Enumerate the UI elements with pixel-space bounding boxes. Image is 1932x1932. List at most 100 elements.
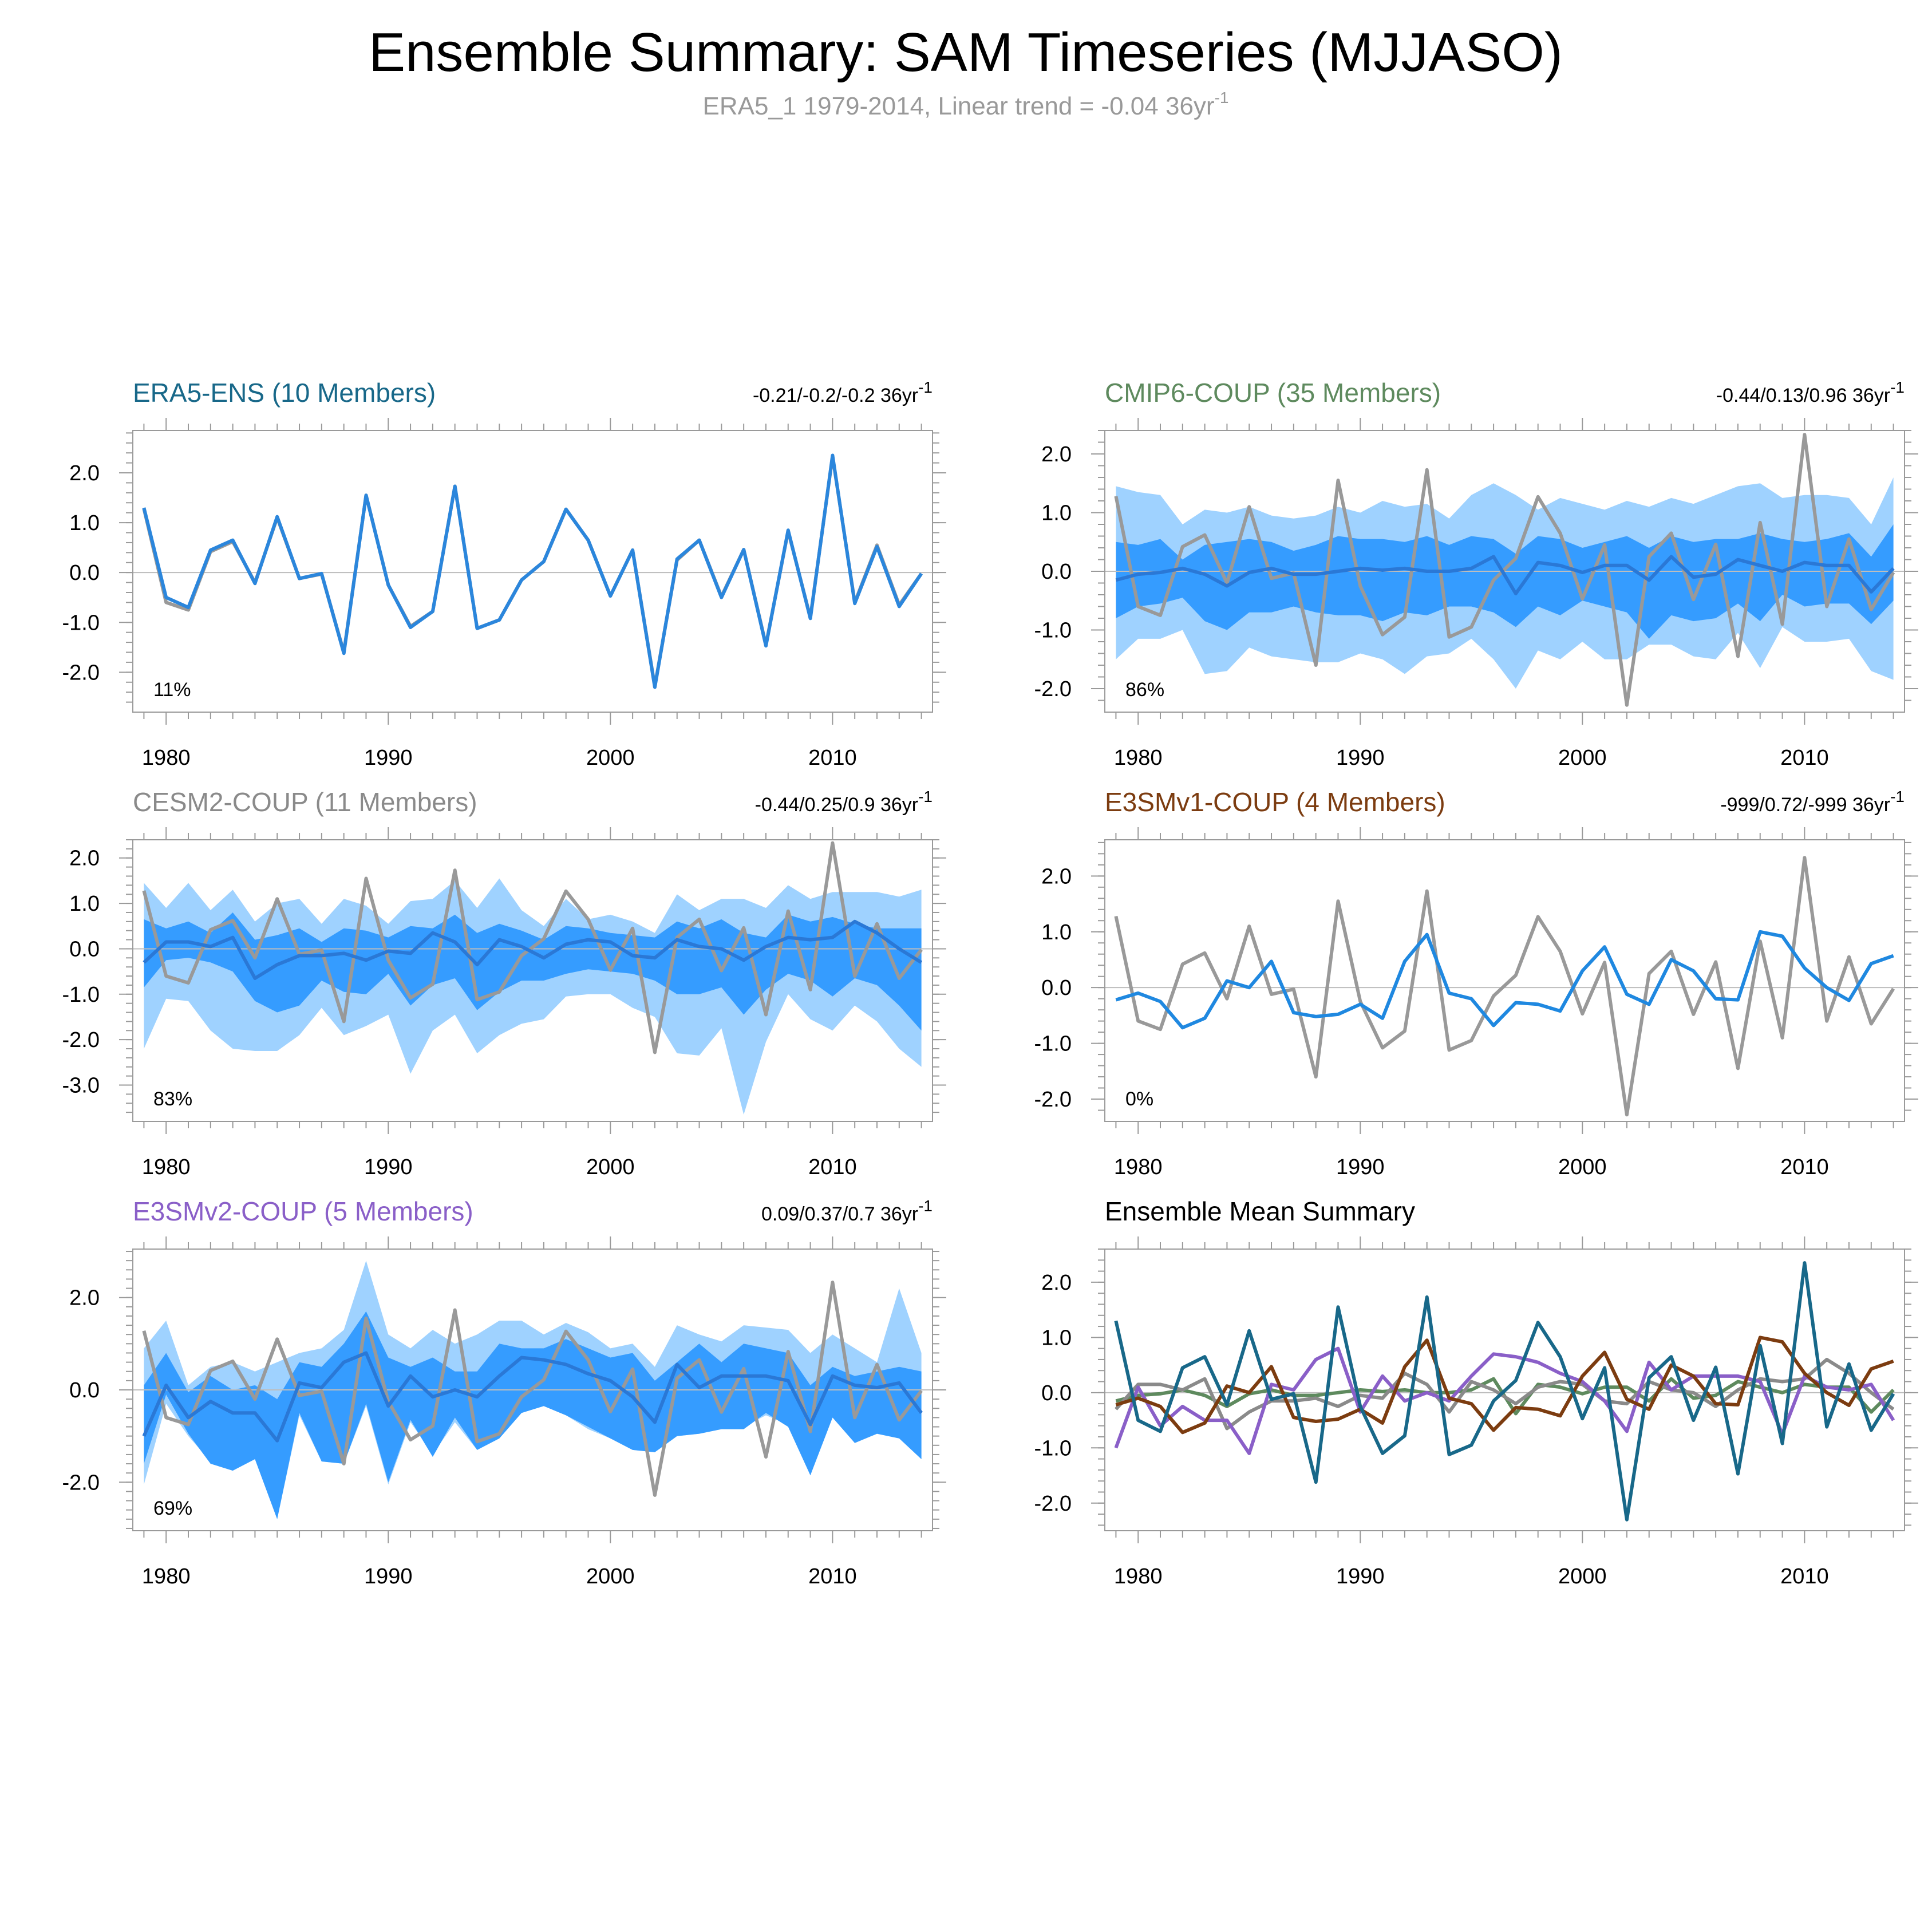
trend-sup: -1: [918, 378, 933, 396]
x-tick-label: 1990: [1336, 1155, 1385, 1179]
y-tick-label: 1.0: [1041, 920, 1072, 945]
percent-label: 0%: [1125, 1088, 1153, 1110]
band-inner: [144, 912, 922, 1031]
panel-trend: -0.44/0.25/0.9 36yr-1: [755, 788, 933, 816]
series-line-e3smv1-coup: [1115, 1336, 1894, 1435]
figure-title: Ensemble Summary: SAM Timeseries (MJJASO…: [369, 22, 1563, 83]
percent-label: 86%: [1125, 679, 1164, 701]
panel-e3smv2: 1980 1990 2000 2010 2.0 0.0 -2.0 E3SMv2-COUP (5…: [62, 1196, 946, 1589]
panel-title: CMIP6-COUP (35 Members): [1105, 378, 1441, 408]
plot-area-e3smv1: [1105, 856, 1905, 1117]
series-line-e3smv2-coup: [1114, 1346, 1895, 1455]
y-tick-label: 1.0: [69, 892, 100, 916]
y-tick-label: -1.0: [62, 983, 100, 1007]
plot-area-cmip6: [1105, 433, 1905, 707]
y-tick-label: 2.0: [1041, 864, 1072, 888]
x-tick-label: 1990: [1336, 1564, 1385, 1589]
plot-area-e3smv2: [133, 1261, 933, 1519]
y-tick-label: 0.0: [69, 561, 100, 585]
x-tick-label: 2010: [808, 1564, 857, 1589]
series-line-era5-ens: [1114, 1261, 1895, 1522]
obs-line: [142, 1281, 923, 1497]
plot-frame: [1104, 1249, 1905, 1531]
ensemble-mean-line: [1115, 930, 1894, 1030]
x-tick-label: 2000: [1558, 1155, 1607, 1179]
y-tick-label: -2.0: [1034, 1088, 1072, 1112]
band-inner: [144, 1311, 922, 1519]
ensemble-mean-line: [142, 1351, 923, 1443]
y-tick-label: 1.0: [1041, 501, 1072, 526]
panel-title: Ensemble Mean Summary: [1105, 1196, 1415, 1226]
y-tick-label: -1.0: [1034, 1436, 1072, 1460]
y-tick-label: 0.0: [69, 1378, 100, 1402]
panel-e3smv1: 1980 1990 2000 2010 2.0 1.0 0.0 -1.0 -2.0 E3SMv1-…: [1034, 787, 1918, 1179]
panel-era5: 1980 1990 2000 2010 2.0 1.0 0.0 -1.0 -2.0 ERA5-EN…: [62, 378, 946, 770]
panel-trend: -0.44/0.13/0.96 36yr-1: [1716, 378, 1905, 406]
y-tick-label: 2.0: [69, 847, 100, 871]
y-tick-label: 1.0: [1041, 1326, 1072, 1350]
plot-frame: [132, 839, 933, 1122]
y-tick-label: 0.0: [1041, 560, 1072, 584]
y-tick-label: -1.0: [1034, 1032, 1072, 1056]
x-tick-label: 2000: [586, 746, 635, 770]
trend-text: -999/0.72/-999 36yr: [1720, 794, 1890, 816]
x-tick-label: 2010: [808, 746, 857, 770]
y-tick-label: 2.0: [1041, 1271, 1072, 1295]
panel-trend: -999/0.72/-999 36yr-1: [1720, 788, 1905, 816]
x-tick-label: 1980: [1114, 1155, 1163, 1179]
percent-label: 83%: [153, 1088, 192, 1110]
trend-sup: -1: [918, 1197, 933, 1215]
x-tick-label: 2000: [586, 1564, 635, 1589]
panel-title: ERA5-ENS (10 Members): [133, 378, 436, 408]
trend-text: -0.44/0.13/0.96 36yr: [1716, 385, 1890, 406]
panel-title: E3SMv2-COUP (5 Members): [133, 1196, 473, 1226]
y-tick-label: -2.0: [1034, 677, 1072, 701]
figure-subtitle: ERA5_1 1979-2014, Linear trend = -0.04 3…: [703, 89, 1229, 120]
x-tick-label: 1990: [364, 1155, 413, 1179]
panel-title: E3SMv1-COUP (4 Members): [1105, 787, 1445, 817]
plot-area-ens_mean: [1105, 1261, 1905, 1522]
series-line-cesm2-coup: [1115, 1357, 1895, 1431]
y-tick-label: -2.0: [1034, 1492, 1072, 1516]
y-tick-label: 2.0: [69, 1286, 100, 1310]
ensemble-mean-line: [142, 453, 923, 689]
plot-frame: [132, 430, 933, 713]
trend-sup: -1: [1890, 788, 1905, 805]
trend-sup: -1: [918, 788, 933, 805]
obs-line: [1114, 433, 1895, 707]
ensemble-mean-line: [143, 919, 923, 980]
panel-title: CESM2-COUP (11 Members): [133, 787, 477, 817]
y-tick-label: -1.0: [62, 611, 100, 635]
percent-label: 11%: [153, 679, 191, 701]
x-tick-label: 1990: [1336, 746, 1385, 770]
trend-sup: -1: [1890, 378, 1905, 396]
x-tick-label: 2000: [1558, 1564, 1607, 1589]
y-tick-label: 1.0: [69, 511, 100, 535]
plot-area-cesm2: [133, 841, 933, 1115]
band-inner: [1116, 524, 1894, 639]
subtitle-text: ERA5_1 1979-2014, Linear trend = -0.04 3…: [703, 92, 1215, 120]
x-tick-label: 1980: [142, 746, 191, 770]
y-tick-label: -2.0: [62, 1028, 100, 1052]
subtitle-sup: -1: [1215, 89, 1229, 106]
y-tick-label: 2.0: [1041, 442, 1072, 467]
x-tick-label: 1980: [142, 1564, 191, 1589]
y-tick-label: -2.0: [62, 661, 100, 685]
percent-label: 69%: [153, 1498, 192, 1519]
y-tick-label: -3.0: [62, 1074, 100, 1098]
obs-line: [142, 841, 923, 1054]
y-tick-label: 2.0: [69, 461, 100, 485]
panel-trend: -0.21/-0.2/-0.2 36yr-1: [753, 378, 933, 406]
panels: 1980 1990 2000 2010 2.0 1.0 0.0 -1.0 -2.0 ERA5-EN…: [62, 378, 1918, 1589]
y-tick-label: 0.0: [1041, 976, 1072, 1000]
x-tick-label: 1990: [364, 746, 413, 770]
x-tick-label: 2000: [1558, 746, 1607, 770]
plot-frame: [1104, 839, 1905, 1122]
x-tick-label: 1980: [142, 1155, 191, 1179]
panel-cmip6: 1980 1990 2000 2010 2.0 1.0 0.0 -1.0 -2.0 CMIP6-C…: [1034, 378, 1918, 770]
plot-area-era5: [133, 453, 933, 689]
obs-line: [1114, 856, 1895, 1117]
x-tick-label: 1980: [1114, 746, 1163, 770]
trend-text: -0.44/0.25/0.9 36yr: [755, 794, 918, 816]
